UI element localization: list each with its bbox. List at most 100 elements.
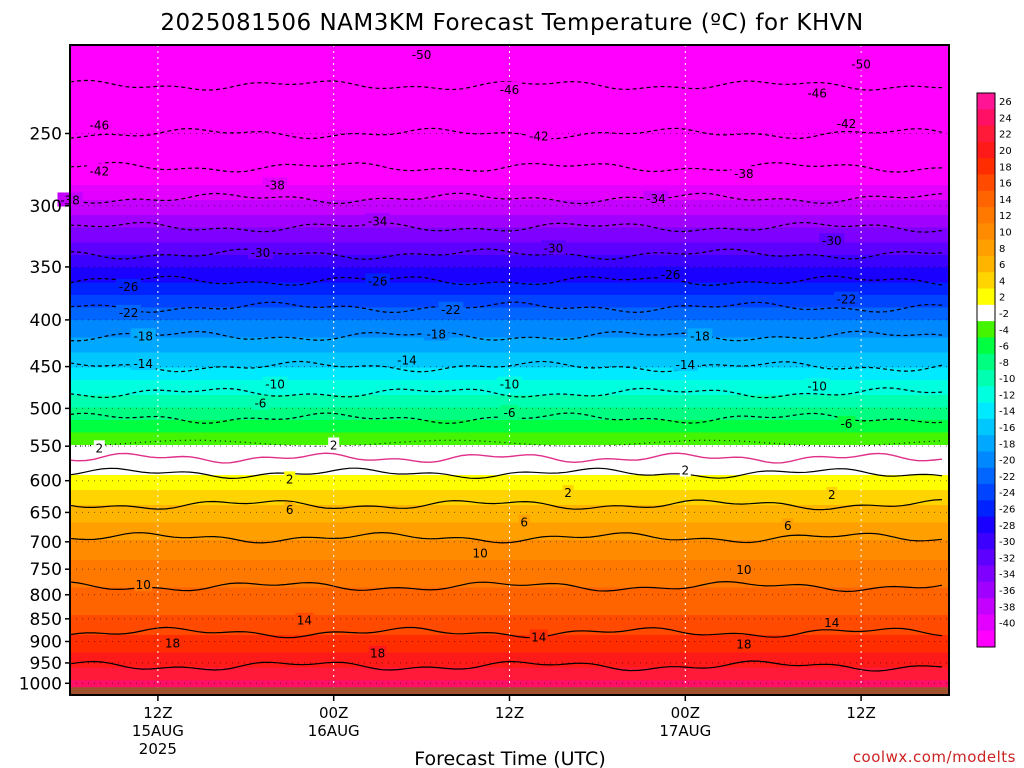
isotherm--46 [69,127,943,140]
isotherm-10 [69,531,943,544]
isotherm-18 [69,626,943,639]
contour-label: 18 [370,647,385,661]
colorbar-tick-label: 26 [999,97,1012,108]
freezing-line [69,452,943,464]
x-tick-label: 17AUG [659,722,711,740]
pressure-gridlines [70,132,949,684]
contour-label-bg [822,615,841,630]
contour-label: -22 [837,293,857,307]
contour-label-bg [658,266,684,281]
colorbar-tick-label: -20 [999,456,1015,467]
contour-label: -30 [822,234,842,248]
colorbar-frame [976,92,996,648]
y-tick-label: 250 [30,124,62,144]
x-tick-label: 12Z [846,704,875,722]
colorbar-swatch [977,630,995,648]
colorbar-swatch [977,125,995,143]
contour-label-bg [833,291,859,306]
contour-label: -18 [690,329,710,343]
contour-label: -26 [368,274,388,288]
colorbar-swatch [977,581,995,599]
contour-label-bg [284,471,296,486]
colorbar-tick-label: -14 [999,407,1015,418]
contour-label: -10 [500,378,520,392]
contour-label: -46 [500,83,520,97]
colorbar-tick-label: -22 [999,472,1015,483]
y-tick-label: 1000 [19,674,62,694]
contour-label-bg [471,545,490,560]
contour-label: 2 [286,472,294,486]
colorbar-tick-label: -16 [999,423,1015,434]
colorbar-swatch [977,516,995,534]
chart-title: 2025081506 NAM3KM Forecast Temperature (… [160,10,863,36]
contour-label: -10 [807,379,827,393]
isotherm--14 [69,360,943,373]
contour-label: -18 [133,329,153,343]
contour-label-bg [365,213,391,228]
contour-label-bg [562,485,574,500]
contour-label: 6 [784,519,792,533]
isotherm-14 [69,580,943,593]
isotherm-2-dotted [69,439,943,447]
contour-label: 2 [681,464,689,478]
y-tick-label: 300 [30,197,62,217]
colorbar-tick-label: -8 [999,358,1009,369]
contour-label: -42 [837,117,857,131]
colorbar-tick-label: -38 [999,602,1015,613]
contour-label-bg [833,115,859,130]
contour-label-bg [529,629,548,644]
contour-label-bg [130,355,156,370]
colorbar-tick-label: -10 [999,374,1015,385]
isotherm-22 [69,660,943,672]
colorbar-swatch [977,93,995,110]
y-tick-label: 850 [30,610,62,630]
contour-label: -34 [646,192,666,206]
colorbar-tick-label: 8 [999,244,1005,255]
contour-label: 14 [824,616,839,630]
contour-label: 6 [286,503,294,517]
contour-label-bg [497,376,522,391]
contour-label: -42 [529,130,549,144]
contour-label: -14 [675,358,695,372]
contour-label-bg [782,518,794,533]
contour-label-bg [116,304,142,319]
colorbar-swatch [977,109,995,127]
contour-label-bg [262,376,288,391]
contour-label-bg [86,163,112,178]
contour-label-bg [130,328,156,343]
contour-label: 2 [95,441,103,455]
contour-label: -50 [412,48,432,62]
colorbar-tick-label: 18 [999,162,1012,173]
contour-label-bg [262,177,288,192]
colorbar-swatch [977,370,995,387]
contour-label-bg [423,326,449,341]
contour-label-bg [409,46,435,61]
contour-label-bg [848,56,874,71]
contour-label: -38 [734,167,754,181]
contour-label-bg [93,440,105,455]
contour-label-bg [368,645,387,660]
contour-label: -14 [133,357,153,371]
contour-label: -34 [368,214,388,228]
contour-label: 18 [165,637,180,651]
contour-label: -22 [119,306,139,320]
credit-text: coolwx.com/modelts [853,748,1016,766]
contour-label: 6 [520,516,528,530]
contour-label: 14 [531,631,546,645]
y-axis: 2503003504004505005506006507007508008509… [19,124,70,694]
contour-label-bg [643,191,669,206]
y-tick-label: 350 [30,258,62,278]
colorbar-tick-label: -18 [999,439,1015,450]
contour-label-bg [679,462,691,477]
contour-label-bg [116,278,142,293]
colorbar-swatch [977,532,995,550]
contour-label: -30 [251,246,271,260]
y-tick-label: 600 [30,472,62,492]
colorbar-swatch [977,190,995,208]
colorbar-swatch [977,239,995,257]
colorbar-tick-label: 6 [999,260,1005,271]
colorbar-swatch [977,402,995,420]
colorbar-swatch [977,337,995,355]
colorbar-swatch [977,598,995,615]
